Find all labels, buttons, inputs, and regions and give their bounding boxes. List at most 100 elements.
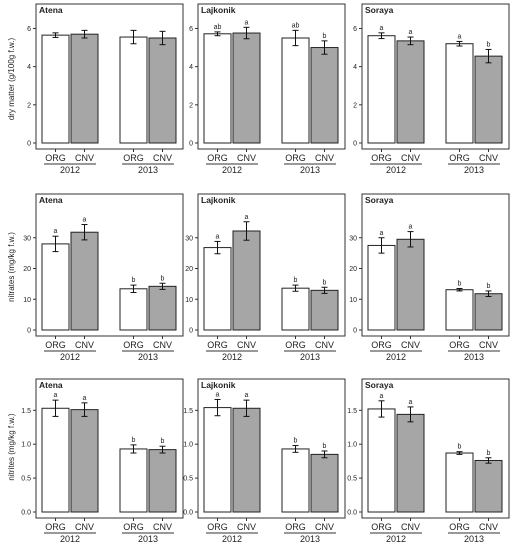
significance-letter: ab — [214, 24, 222, 31]
y-tick-label: 6 — [353, 26, 357, 33]
y-tick-label: 0.0 — [21, 510, 31, 517]
bar-2012-org — [367, 35, 396, 144]
year-label: 2013 — [138, 534, 158, 544]
significance-letter: b — [458, 444, 462, 451]
significance-letter: b — [458, 280, 462, 287]
panel-title: Lajkonik — [201, 5, 236, 15]
panel-frame — [361, 3, 510, 150]
bar-2013-org — [445, 43, 474, 144]
x-category-label: CNV — [237, 522, 256, 532]
x-category-label: ORG — [123, 340, 144, 350]
year-label: 2012 — [386, 165, 406, 175]
bar-2012-org — [41, 407, 70, 513]
y-tick-label: 2 — [27, 102, 31, 109]
y-tick-label: 1.5 — [21, 408, 31, 415]
y-tick-label: 10 — [185, 297, 193, 304]
year-label: 2012 — [222, 352, 242, 362]
y-tick-label: 1.5 — [183, 408, 193, 415]
bar-2013-org — [281, 37, 310, 144]
x-category-label: CNV — [75, 340, 94, 350]
significance-letter: b — [323, 33, 327, 40]
bar-2013-org — [119, 36, 148, 144]
panel-r2-lajkonik: Lajkonik 0 10 20 30 a ORG a CNV 2012 b ORG b CNV 2013 — [185, 193, 346, 362]
significance-letter: a — [409, 224, 413, 231]
panel-frame — [361, 193, 510, 337]
panel-r3-lajkonik: Lajkonik 0.0 0.5 1.0 1.5 a ORG a CNV 2012 b ORG b CNV… — [183, 378, 346, 544]
x-category-label: ORG — [285, 340, 306, 350]
bar-2013-cnv — [310, 453, 339, 513]
significance-letter: a — [54, 392, 58, 399]
panel-r3-atena: Atena 0.0 0.5 1.0 1.5 a ORG a CNV 2012 b ORG b CNV 201… — [21, 378, 184, 544]
y-tick-label: 0 — [353, 328, 357, 335]
y-tick-label: 0 — [27, 328, 31, 335]
bar-2013-cnv — [148, 449, 177, 513]
bar-2012-cnv — [232, 407, 261, 513]
panel-frame — [35, 378, 184, 519]
x-category-label: ORG — [207, 522, 228, 532]
significance-letter: a — [245, 214, 249, 221]
significance-letter: b — [132, 437, 136, 444]
y-tick-label: 0 — [27, 141, 31, 148]
significance-letter: a — [458, 33, 462, 40]
significance-letter: b — [487, 283, 491, 290]
y-tick-label: 20 — [185, 266, 193, 273]
y-tick-label: 4 — [27, 64, 31, 71]
year-label: 2013 — [464, 165, 484, 175]
y-tick-label: 1.0 — [21, 442, 31, 449]
panel-frame — [197, 193, 346, 337]
bar-2012-cnv — [396, 238, 425, 331]
panel-title: Soraya — [365, 195, 394, 205]
significance-letter: b — [294, 438, 298, 445]
panel-r1-soraya: Soraya 0 2 4 6 a ORG a CNV 2012 a ORG b CNV 2013 — [353, 3, 510, 175]
x-category-label: ORG — [207, 153, 228, 163]
x-category-label: CNV — [153, 153, 172, 163]
year-label: 2013 — [464, 534, 484, 544]
bar-2012-org — [41, 34, 70, 144]
x-category-label: CNV — [237, 340, 256, 350]
significance-letter: b — [323, 443, 327, 450]
y-tick-label: 2 — [353, 102, 357, 109]
bar-2012-cnv — [232, 230, 261, 331]
significance-letter: a — [54, 228, 58, 235]
bar-2013-org — [281, 287, 310, 331]
significance-letter: a — [380, 230, 384, 237]
y-axis-label-row-2: nitrates (mg/kg f.w.) — [7, 232, 16, 302]
year-label: 2013 — [138, 352, 158, 362]
significance-letter: a — [409, 399, 413, 406]
y-tick-label: 4 — [189, 64, 193, 71]
panel-r2-atena: Atena 0 10 20 30 a ORG a CNV 2012 b ORG b CNV 2013 — [23, 193, 184, 362]
panel-frame — [197, 378, 346, 519]
significance-letter: a — [409, 29, 413, 36]
significance-letter: b — [487, 450, 491, 457]
year-label: 2013 — [300, 534, 320, 544]
x-category-label: CNV — [75, 522, 94, 532]
year-label: 2012 — [386, 352, 406, 362]
panel-frame — [197, 3, 346, 150]
bar-2012-org — [203, 247, 232, 331]
significance-letter: b — [161, 438, 165, 445]
significance-letter: b — [294, 277, 298, 284]
y-tick-label: 2 — [189, 102, 193, 109]
panel-title: Atena — [39, 380, 63, 390]
bar-2012-cnv — [396, 40, 425, 144]
x-category-label: ORG — [45, 340, 66, 350]
significance-letter: a — [245, 19, 249, 26]
bar-2012-cnv — [70, 409, 99, 513]
x-category-label: ORG — [123, 153, 144, 163]
significance-letter: b — [132, 277, 136, 284]
panel-frame — [35, 3, 184, 150]
y-tick-label: 30 — [349, 235, 357, 242]
x-category-label: CNV — [315, 522, 334, 532]
y-tick-label: 0 — [189, 328, 193, 335]
y-tick-label: 10 — [349, 297, 357, 304]
x-category-label: ORG — [45, 522, 66, 532]
bar-2013-org — [445, 452, 474, 513]
significance-letter: a — [216, 391, 220, 398]
bar-2012-org — [41, 243, 70, 331]
x-category-label: CNV — [401, 522, 420, 532]
significance-letter: a — [380, 393, 384, 400]
bar-2012-org — [367, 244, 396, 331]
significance-letter: ab — [292, 22, 300, 29]
